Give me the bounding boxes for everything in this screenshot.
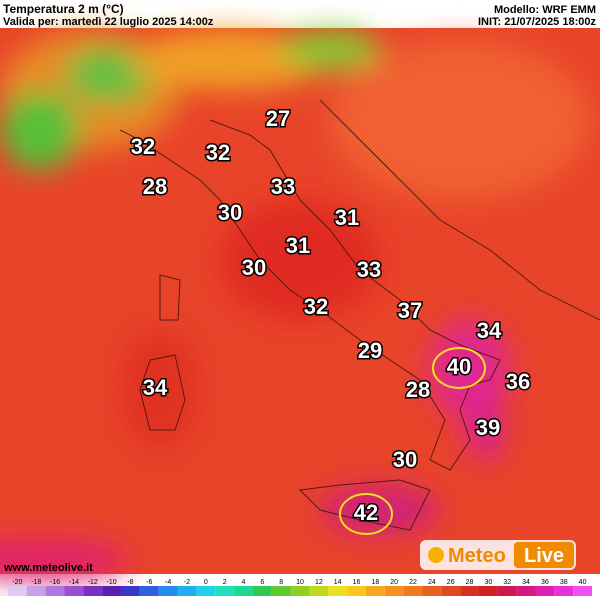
temperature-label: 40 (447, 354, 471, 379)
legend-swatch (83, 586, 103, 596)
highlight-ring (339, 493, 393, 535)
temperature-label: 39 (476, 415, 500, 440)
legend-label: 18 (371, 579, 379, 586)
legend-label: -12 (88, 579, 98, 586)
legend-label: -20 (12, 579, 22, 586)
model: Modello: WRF EMM (494, 4, 596, 16)
legend-swatch (8, 586, 27, 596)
legend-swatch (441, 586, 461, 596)
legend-label: 20 (390, 579, 398, 586)
legend-label: 30 (484, 579, 492, 586)
legend-swatch (121, 586, 140, 596)
legend-swatch (290, 586, 310, 596)
temperature-label: 28 (143, 174, 167, 199)
legend-swatch (422, 586, 442, 596)
legend-swatch (554, 586, 574, 596)
temperature-label: 30 (393, 447, 417, 472)
legend-label: 12 (315, 579, 323, 586)
temperature-label: 31 (335, 205, 359, 230)
legend-label: 2 (223, 579, 227, 586)
init-time: INIT: 21/07/2025 18:00z (478, 16, 597, 28)
temperature-label: 27 (266, 106, 290, 131)
temperature-label: 34 (143, 375, 168, 400)
legend-swatch (403, 586, 423, 596)
legend-swatch (271, 586, 291, 596)
legend-label: 22 (409, 579, 417, 586)
legend-swatch (516, 586, 536, 596)
legend-swatch (478, 586, 498, 596)
logo-text: Meteo (448, 545, 506, 567)
legend-swatch (497, 586, 517, 596)
title: Temperatura 2 m (°C) (3, 2, 124, 16)
legend-label: 8 (279, 579, 283, 586)
legend-swatch (328, 586, 348, 596)
legend-swatch (45, 586, 65, 596)
temperature-label: 37 (398, 298, 422, 323)
legend-label: 40 (579, 579, 587, 586)
legend-label: 10 (296, 579, 304, 586)
temperature-field (0, 30, 590, 580)
logo-badge (514, 542, 574, 568)
legend-label: 34 (522, 579, 530, 586)
legend-label: -14 (69, 579, 79, 586)
legend-swatch (177, 586, 197, 596)
legend-label: 28 (466, 579, 474, 586)
legend-label: 24 (428, 579, 436, 586)
temperature-label: 29 (358, 338, 382, 363)
legend-label: -16 (50, 579, 60, 586)
legend-label: 16 (353, 579, 361, 586)
legend-label: 0 (204, 579, 208, 586)
temperature-label: 32 (206, 140, 230, 165)
legend-swatch (347, 586, 366, 596)
legend-label: 26 (447, 579, 455, 586)
legend-swatch (573, 586, 592, 596)
legend-label: 36 (541, 579, 549, 586)
legend-swatch (365, 586, 385, 596)
legend-swatch (384, 586, 404, 596)
legend-label: 4 (242, 579, 246, 586)
temperature-label: 33 (271, 174, 295, 199)
logo-sun (428, 547, 444, 563)
legend-swatch (252, 586, 272, 596)
legend-label: -2 (184, 579, 190, 586)
highlight-ring (432, 347, 486, 389)
legend-swatch (196, 586, 216, 596)
logo-text: Live (524, 545, 564, 567)
legend-label: 6 (260, 579, 264, 586)
logo: Meteo Live (420, 540, 576, 570)
site-url: www.meteolive.it (3, 562, 93, 574)
temperature-label: 32 (131, 134, 155, 159)
temperature-label: 34 (477, 318, 502, 343)
temperature-label: 28 (406, 377, 430, 402)
legend-label: -4 (165, 579, 171, 586)
legend-label: 32 (503, 579, 511, 586)
legend-swatch (460, 586, 479, 596)
legend-swatch (139, 586, 159, 596)
legend-swatch (309, 586, 329, 596)
legend-swatch (535, 586, 555, 596)
temperature-label: 36 (506, 369, 530, 394)
legend-swatch (26, 586, 46, 596)
legend-label: 38 (560, 579, 568, 586)
temperature-label: 42 (354, 500, 378, 525)
legend-label: -8 (127, 579, 133, 586)
temperature-label: 30 (242, 255, 266, 280)
temperature-label: 33 (357, 257, 381, 282)
legend-swatch (215, 586, 235, 596)
temperature-label: 31 (286, 233, 310, 258)
valid-time: Valida per: martedì 22 luglio 2025 14:00… (3, 16, 214, 28)
coastlines (119, 99, 600, 531)
legend-label: 14 (334, 579, 342, 586)
legend-swatch (158, 586, 178, 596)
legend-swatch (102, 586, 122, 596)
legend-swatch (64, 586, 84, 596)
temperature-label: 30 (218, 200, 242, 225)
legend-label: -10 (107, 579, 117, 586)
temperature-label: 32 (304, 294, 328, 319)
legend-label: -18 (31, 579, 41, 586)
legend-swatch (234, 586, 253, 596)
legend-label: -6 (146, 579, 152, 586)
